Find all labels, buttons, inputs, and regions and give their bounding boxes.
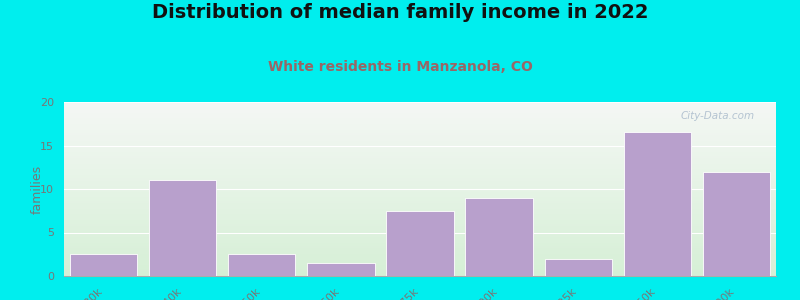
- Y-axis label: families: families: [31, 164, 44, 214]
- Text: White residents in Manzanola, CO: White residents in Manzanola, CO: [267, 60, 533, 74]
- Bar: [703, 172, 770, 276]
- Bar: [545, 259, 612, 276]
- Bar: [624, 133, 691, 276]
- Text: Distribution of median family income in 2022: Distribution of median family income in …: [152, 3, 648, 22]
- Bar: [70, 254, 137, 276]
- Bar: [228, 254, 295, 276]
- Bar: [466, 198, 533, 276]
- Bar: [149, 180, 216, 276]
- Text: City-Data.com: City-Data.com: [681, 111, 754, 121]
- Bar: [386, 211, 454, 276]
- Bar: [307, 263, 374, 276]
